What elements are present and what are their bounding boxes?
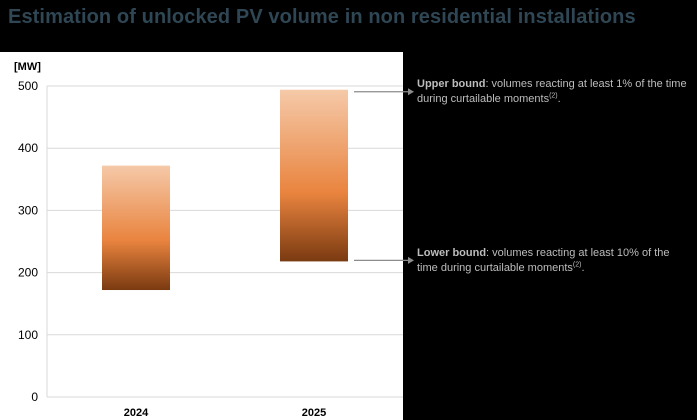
- x-tick-label: 2024: [124, 407, 149, 419]
- page-title: Estimation of unlocked PV volume in non …: [8, 6, 636, 28]
- y-tick-label: 400: [18, 141, 38, 155]
- y-tick-label: 0: [31, 390, 38, 404]
- range-bar-2024: [102, 165, 170, 291]
- y-tick-label: 300: [18, 203, 38, 217]
- lower-bound-footnote: (2): [572, 261, 582, 269]
- y-tick-label: 100: [18, 328, 38, 342]
- lower-bound-text: : volumes reacting at least 10% of the t…: [417, 247, 670, 274]
- lower-bound-connector-arrowhead: [408, 256, 414, 264]
- y-axis-label: [MW]: [14, 61, 41, 73]
- y-tick-label: 500: [18, 79, 38, 93]
- upper-bound-annotation: Upper bound: volumes reacting at least 1…: [417, 77, 693, 107]
- x-tick-label: 2025: [302, 407, 326, 419]
- range-bar-2025: [280, 89, 348, 262]
- y-tick-label: 200: [18, 266, 38, 280]
- upper-bound-footnote: (2): [549, 92, 558, 100]
- lower-bound-end: .: [581, 262, 585, 274]
- upper-bound-label: Upper bound: [417, 78, 486, 90]
- upper-bound-end: .: [557, 93, 561, 105]
- lower-bound-annotation: Lower bound: volumes reacting at least 1…: [417, 246, 693, 276]
- upper-bound-text: : volumes reacting at least 1% of the ti…: [417, 78, 687, 105]
- lower-bound-label: Lower bound: [417, 247, 487, 259]
- upper-bound-connector-arrowhead: [408, 88, 414, 96]
